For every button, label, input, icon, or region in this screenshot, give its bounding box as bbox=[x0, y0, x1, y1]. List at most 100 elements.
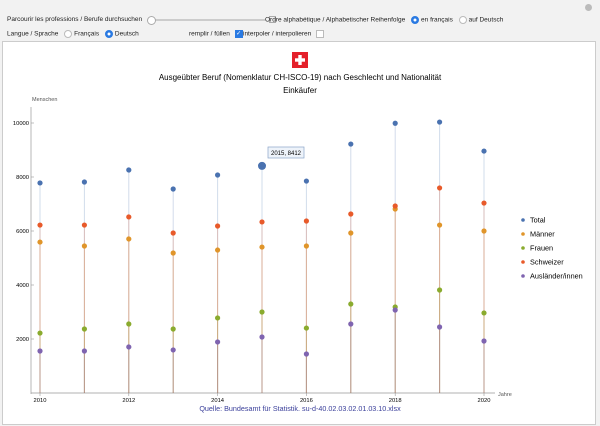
point-mnner[interactable] bbox=[126, 236, 132, 242]
point-total[interactable] bbox=[37, 180, 43, 186]
point-total[interactable] bbox=[215, 172, 221, 178]
point-schweizer[interactable] bbox=[348, 211, 354, 217]
browse-label: Parcourir les professions / Berufe durch… bbox=[7, 16, 143, 24]
point-mnner[interactable] bbox=[481, 228, 487, 234]
interpolate-row: interpoler / interpolieren bbox=[243, 30, 325, 38]
legend-label: Total bbox=[530, 216, 546, 225]
point-auslnderinnen[interactable] bbox=[303, 351, 309, 357]
fill-checkbox[interactable]: ✓ bbox=[234, 30, 243, 38]
x-axis-label: Jahre bbox=[498, 392, 512, 398]
point-schweizer[interactable] bbox=[126, 214, 132, 220]
point-frauen[interactable] bbox=[126, 321, 132, 327]
fill-label: remplir / füllen bbox=[189, 30, 230, 38]
point-frauen[interactable] bbox=[37, 330, 43, 336]
point-auslnderinnen[interactable] bbox=[215, 339, 221, 345]
point-mnner[interactable] bbox=[348, 230, 354, 236]
point-auslnderinnen[interactable] bbox=[81, 348, 87, 354]
point-schweizer[interactable] bbox=[37, 222, 43, 228]
point-auslnderinnen[interactable] bbox=[126, 344, 132, 350]
point-mnner[interactable] bbox=[215, 247, 221, 253]
x-tick-label: 2020 bbox=[478, 398, 491, 404]
slider-expand-button[interactable] bbox=[268, 16, 276, 23]
point-frauen[interactable] bbox=[481, 310, 487, 316]
point-total[interactable] bbox=[392, 120, 398, 126]
language-option-label: Deutsch bbox=[114, 30, 139, 38]
point-frauen[interactable] bbox=[81, 326, 87, 332]
point-schweizer[interactable] bbox=[481, 200, 487, 206]
y-tick-label: 2000 bbox=[16, 337, 29, 343]
legend-label: Frauen bbox=[530, 244, 553, 253]
legend-marker bbox=[521, 232, 525, 236]
point-frauen[interactable] bbox=[170, 326, 176, 332]
x-tick-label: 2018 bbox=[389, 398, 402, 404]
order-radio-german[interactable] bbox=[458, 16, 467, 24]
order-radio-french[interactable] bbox=[411, 16, 420, 24]
point-frauen[interactable] bbox=[259, 309, 265, 315]
y-tick-label: 6000 bbox=[16, 229, 29, 235]
point-frauen[interactable] bbox=[215, 315, 221, 321]
fill-row: remplir / füllen ✓ bbox=[189, 30, 243, 38]
point-total[interactable] bbox=[481, 148, 487, 154]
point-mnner[interactable] bbox=[37, 239, 43, 245]
interpolate-checkbox[interactable] bbox=[316, 30, 325, 38]
language-radio-french[interactable] bbox=[64, 30, 73, 38]
profession-slider[interactable] bbox=[146, 15, 265, 25]
legend-marker bbox=[521, 246, 525, 250]
slider-thumb[interactable] bbox=[146, 15, 156, 25]
order-label: Ordre alphabétique / Alphabetischer Reih… bbox=[265, 16, 406, 24]
point-mnner[interactable] bbox=[81, 243, 87, 249]
legend-label: Schweizer bbox=[530, 258, 564, 267]
chart-title: Ausgeübter Beruf (Nomenklatur CH-ISCO-19… bbox=[159, 73, 442, 82]
point-schweizer[interactable] bbox=[170, 230, 176, 236]
close-icon[interactable] bbox=[585, 4, 592, 11]
point-mnner[interactable] bbox=[303, 243, 309, 249]
point-total[interactable] bbox=[126, 167, 132, 173]
point-mnner[interactable] bbox=[259, 244, 265, 250]
x-tick-label: 2010 bbox=[34, 398, 47, 404]
point-frauen[interactable] bbox=[348, 301, 354, 307]
point-schweizer[interactable] bbox=[437, 185, 443, 191]
point-frauen[interactable] bbox=[437, 287, 443, 293]
point-auslnderinnen[interactable] bbox=[348, 321, 354, 327]
point-frauen[interactable] bbox=[303, 325, 309, 331]
legend-marker bbox=[521, 274, 525, 278]
legend-marker bbox=[521, 260, 525, 264]
point-schweizer[interactable] bbox=[215, 223, 221, 229]
legend-marker bbox=[521, 218, 525, 222]
point-schweizer[interactable] bbox=[303, 218, 309, 224]
legend-label: Ausländer/innen bbox=[530, 272, 583, 281]
point-total[interactable] bbox=[303, 178, 309, 184]
point-total[interactable] bbox=[258, 161, 266, 170]
point-auslnderinnen[interactable] bbox=[170, 347, 176, 353]
swiss-flag-icon bbox=[292, 52, 308, 68]
point-total[interactable] bbox=[348, 141, 354, 147]
browse-row: Parcourir les professions / Berufe durch… bbox=[7, 15, 276, 25]
point-auslnderinnen[interactable] bbox=[259, 334, 265, 340]
point-schweizer[interactable] bbox=[392, 203, 398, 209]
point-auslnderinnen[interactable] bbox=[481, 338, 487, 344]
point-schweizer[interactable] bbox=[259, 219, 265, 225]
point-auslnderinnen[interactable] bbox=[437, 324, 443, 330]
order-option-label: auf Deutsch bbox=[468, 16, 504, 24]
point-total[interactable] bbox=[437, 119, 443, 125]
interpolate-label: interpoler / interpolieren bbox=[243, 30, 312, 38]
language-label: Langue / Sprache bbox=[7, 30, 59, 38]
point-auslnderinnen[interactable] bbox=[37, 348, 43, 354]
chart-panel bbox=[2, 41, 596, 425]
language-radio-german[interactable] bbox=[104, 30, 113, 38]
x-tick-label: 2016 bbox=[300, 398, 313, 404]
tooltip: 2015, 8412 bbox=[267, 146, 305, 159]
point-total[interactable] bbox=[81, 179, 87, 185]
x-tick-label: 2012 bbox=[122, 398, 135, 404]
point-schweizer[interactable] bbox=[81, 222, 87, 228]
y-tick-label: 4000 bbox=[16, 283, 29, 289]
y-tick-label: 8000 bbox=[16, 175, 29, 181]
language-row: Langue / Sprache Français Deutsch bbox=[7, 30, 139, 38]
point-mnner[interactable] bbox=[437, 222, 443, 228]
source-link[interactable]: Quelle: Bundesamt für Statistik. su-d-40… bbox=[199, 404, 401, 413]
point-auslnderinnen[interactable] bbox=[392, 307, 398, 313]
point-mnner[interactable] bbox=[170, 250, 176, 256]
language-option-label: Français bbox=[74, 30, 100, 38]
point-total[interactable] bbox=[170, 186, 176, 192]
